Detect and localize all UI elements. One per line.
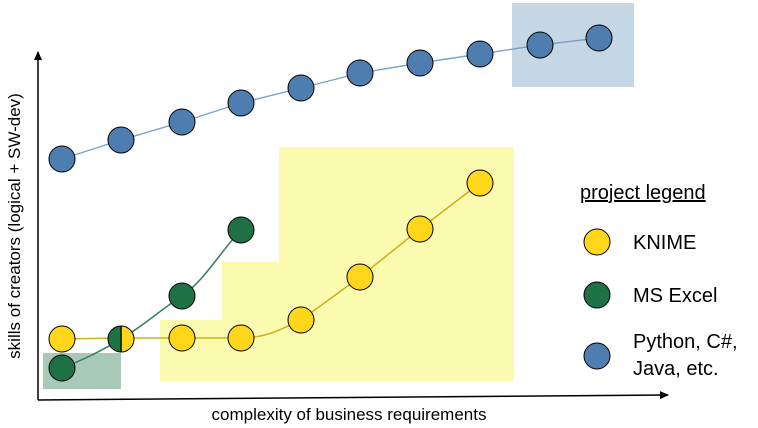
python-node [466,40,494,68]
excel-nodes [48,216,255,382]
python-node [48,145,76,173]
python-trend-line [61,37,600,160]
legend-python-label-line1: Python, C#, [633,331,738,353]
excel-node [168,282,196,310]
legend-title: project legend [580,182,706,204]
knime-node [227,324,255,352]
python-node [346,59,374,87]
legend-excel-label: MS Excel [633,285,717,307]
knime-node [168,324,196,352]
knime-node [346,263,374,291]
excel-node [227,216,255,244]
legend-knime-label: KNIME [633,232,696,254]
knime-node [466,169,494,197]
python-node [526,31,554,59]
legend-python-swatch [583,342,611,370]
excel-node [48,354,76,382]
python-node [107,126,135,154]
knime-node [287,306,315,334]
legend-excel-swatch [583,281,611,309]
knime-nodes [48,169,494,353]
python-node [168,108,196,136]
legend-python-label-line2: Java, etc. [633,358,719,380]
legend: project legend KNIME MS Excel Python, C#… [580,182,738,380]
python-node [585,24,613,52]
python-node [227,89,255,117]
x-axis-label: complexity of business requirements [212,405,487,424]
legend-knime-swatch [583,228,611,256]
python-nodes [48,24,613,173]
x-axis [37,391,669,401]
excel-trend-line [61,229,242,369]
python-node [406,49,434,77]
knime-node [406,215,434,243]
python-node [287,74,315,102]
shared-excel-knime-node [107,325,135,353]
knime-highlight-zone [160,147,514,381]
y-axis-label: skills of creators (logical + SW-dev) [5,93,24,359]
knime-node [48,325,76,353]
